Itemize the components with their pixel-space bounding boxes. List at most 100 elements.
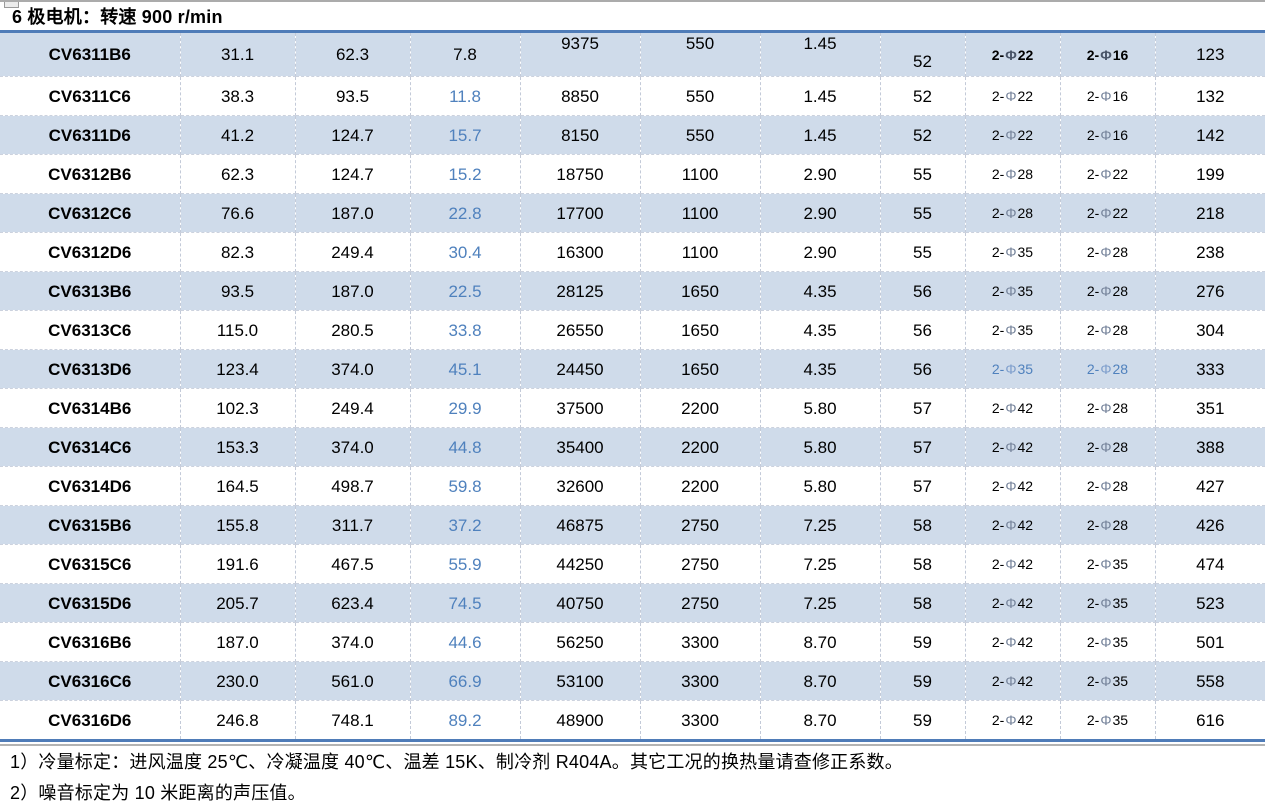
value-cell: 2750 bbox=[640, 544, 761, 584]
value-cell: 2-Φ42 bbox=[965, 622, 1061, 662]
table-row: CV6311D6 41.2 124.7 15.7 8150 550 1.45 52 2-Φ22 2… bbox=[0, 115, 1265, 155]
value-cell: 7.8 bbox=[410, 33, 521, 77]
value-cell: 2-Φ42 bbox=[965, 661, 1061, 701]
value-cell: 93.5 bbox=[295, 76, 411, 116]
footnote-2: 2）噪音标定为 10 米距离的声压值。 bbox=[10, 783, 306, 803]
value-cell: 16300 bbox=[520, 232, 641, 272]
model-cell: CV6311D6 bbox=[0, 115, 181, 155]
value-cell: 7.25 bbox=[760, 544, 881, 584]
phi-symbol: Φ bbox=[1005, 244, 1017, 260]
value-cell: 124.7 bbox=[295, 115, 411, 155]
table-row: CV6313B6 93.5 187.0 22.5 28125 1650 4.35 56 2-Φ3… bbox=[0, 271, 1265, 311]
value-cell: 58 bbox=[880, 544, 966, 584]
phi-symbol: Φ bbox=[1100, 478, 1112, 494]
model-cell: CV6311B6 bbox=[0, 33, 181, 77]
value-cell: 15.7 bbox=[410, 115, 521, 155]
value-cell: 155.8 bbox=[180, 505, 296, 545]
phi-symbol: Φ bbox=[1005, 439, 1017, 455]
value-cell: 2-Φ35 bbox=[965, 349, 1061, 389]
value-cell: 57 bbox=[880, 427, 966, 467]
value-cell: 2-Φ22 bbox=[965, 76, 1061, 116]
value-cell: 5.80 bbox=[760, 388, 881, 428]
table-row: CV6313D6 123.4 374.0 45.1 24450 1650 4.35 56 2-Φ… bbox=[0, 349, 1265, 389]
value-cell: 550 bbox=[640, 33, 761, 77]
value-cell: 467.5 bbox=[295, 544, 411, 584]
footnotes: 1）冷量标定：进风温度 25℃、冷凝温度 40℃、温差 15K、制冷剂 R404… bbox=[0, 742, 1265, 809]
value-cell: 374.0 bbox=[295, 622, 411, 662]
value-cell: 5.80 bbox=[760, 427, 881, 467]
phi-symbol: Φ bbox=[1005, 712, 1017, 728]
value-cell: 55.9 bbox=[410, 544, 521, 584]
value-cell: 45.1 bbox=[410, 349, 521, 389]
phi-symbol: Φ bbox=[1100, 88, 1112, 104]
value-cell: 1.45 bbox=[760, 115, 881, 155]
value-cell: 56250 bbox=[520, 622, 641, 662]
value-cell: 191.6 bbox=[180, 544, 296, 584]
value-cell: 2-Φ35 bbox=[965, 310, 1061, 350]
model-cell: CV6315B6 bbox=[0, 505, 181, 545]
value-cell: 2.90 bbox=[760, 154, 881, 194]
phi-symbol: Φ bbox=[1100, 634, 1112, 650]
value-cell: 249.4 bbox=[295, 232, 411, 272]
value-cell: 102.3 bbox=[180, 388, 296, 428]
value-cell: 4.35 bbox=[760, 349, 881, 389]
model-cell: CV6316C6 bbox=[0, 661, 181, 701]
value-cell: 2-Φ28 bbox=[1060, 232, 1156, 272]
value-cell: 52 bbox=[880, 33, 966, 77]
value-cell: 82.3 bbox=[180, 232, 296, 272]
phi-symbol: Φ bbox=[1005, 166, 1017, 182]
value-cell: 304 bbox=[1155, 310, 1265, 350]
value-cell: 2-Φ22 bbox=[1060, 154, 1156, 194]
model-cell: CV6313C6 bbox=[0, 310, 181, 350]
value-cell: 3300 bbox=[640, 700, 761, 741]
table-title: 6 极电机：转速 900 r/min bbox=[12, 7, 223, 27]
value-cell: 123 bbox=[1155, 33, 1265, 77]
value-cell: 2-Φ28 bbox=[965, 193, 1061, 233]
value-cell: 59 bbox=[880, 700, 966, 741]
phi-symbol: Φ bbox=[1005, 283, 1017, 299]
value-cell: 46875 bbox=[520, 505, 641, 545]
value-cell: 57 bbox=[880, 388, 966, 428]
phi-symbol: Φ bbox=[1100, 127, 1112, 143]
phi-symbol: Φ bbox=[1100, 46, 1112, 63]
value-cell: 427 bbox=[1155, 466, 1265, 506]
model-cell: CV6315D6 bbox=[0, 583, 181, 623]
model-cell: CV6314B6 bbox=[0, 388, 181, 428]
value-cell: 56 bbox=[880, 349, 966, 389]
model-cell: CV6312D6 bbox=[0, 232, 181, 272]
value-cell: 2-Φ35 bbox=[1060, 583, 1156, 623]
value-cell: 388 bbox=[1155, 427, 1265, 467]
phi-symbol: Φ bbox=[1100, 400, 1112, 416]
value-cell: 550 bbox=[640, 76, 761, 116]
value-cell: 246.8 bbox=[180, 700, 296, 741]
phi-symbol: Φ bbox=[1005, 361, 1017, 377]
value-cell: 2-Φ28 bbox=[1060, 271, 1156, 311]
phi-symbol: Φ bbox=[1100, 517, 1112, 533]
value-cell: 474 bbox=[1155, 544, 1265, 584]
model-cell: CV6314C6 bbox=[0, 427, 181, 467]
phi-symbol: Φ bbox=[1005, 205, 1017, 221]
value-cell: 44250 bbox=[520, 544, 641, 584]
value-cell: 93.5 bbox=[180, 271, 296, 311]
value-cell: 41.2 bbox=[180, 115, 296, 155]
value-cell: 55 bbox=[880, 154, 966, 194]
model-cell: CV6313D6 bbox=[0, 349, 181, 389]
model-cell: CV6313B6 bbox=[0, 271, 181, 311]
value-cell: 62.3 bbox=[295, 33, 411, 77]
value-cell: 1650 bbox=[640, 271, 761, 311]
value-cell: 35400 bbox=[520, 427, 641, 467]
phi-symbol: Φ bbox=[1005, 595, 1017, 611]
phi-symbol: Φ bbox=[1100, 361, 1112, 377]
value-cell: 29.9 bbox=[410, 388, 521, 428]
value-cell: 2-Φ22 bbox=[1060, 193, 1156, 233]
phi-symbol: Φ bbox=[1100, 322, 1112, 338]
value-cell: 44.6 bbox=[410, 622, 521, 662]
table-row: CV6316D6 246.8 748.1 89.2 48900 3300 8.70 59 2-Φ… bbox=[0, 700, 1265, 741]
model-cell: CV6315C6 bbox=[0, 544, 181, 584]
value-cell: 249.4 bbox=[295, 388, 411, 428]
value-cell: 561.0 bbox=[295, 661, 411, 701]
value-cell: 498.7 bbox=[295, 466, 411, 506]
value-cell: 55 bbox=[880, 193, 966, 233]
value-cell: 333 bbox=[1155, 349, 1265, 389]
value-cell: 74.5 bbox=[410, 583, 521, 623]
